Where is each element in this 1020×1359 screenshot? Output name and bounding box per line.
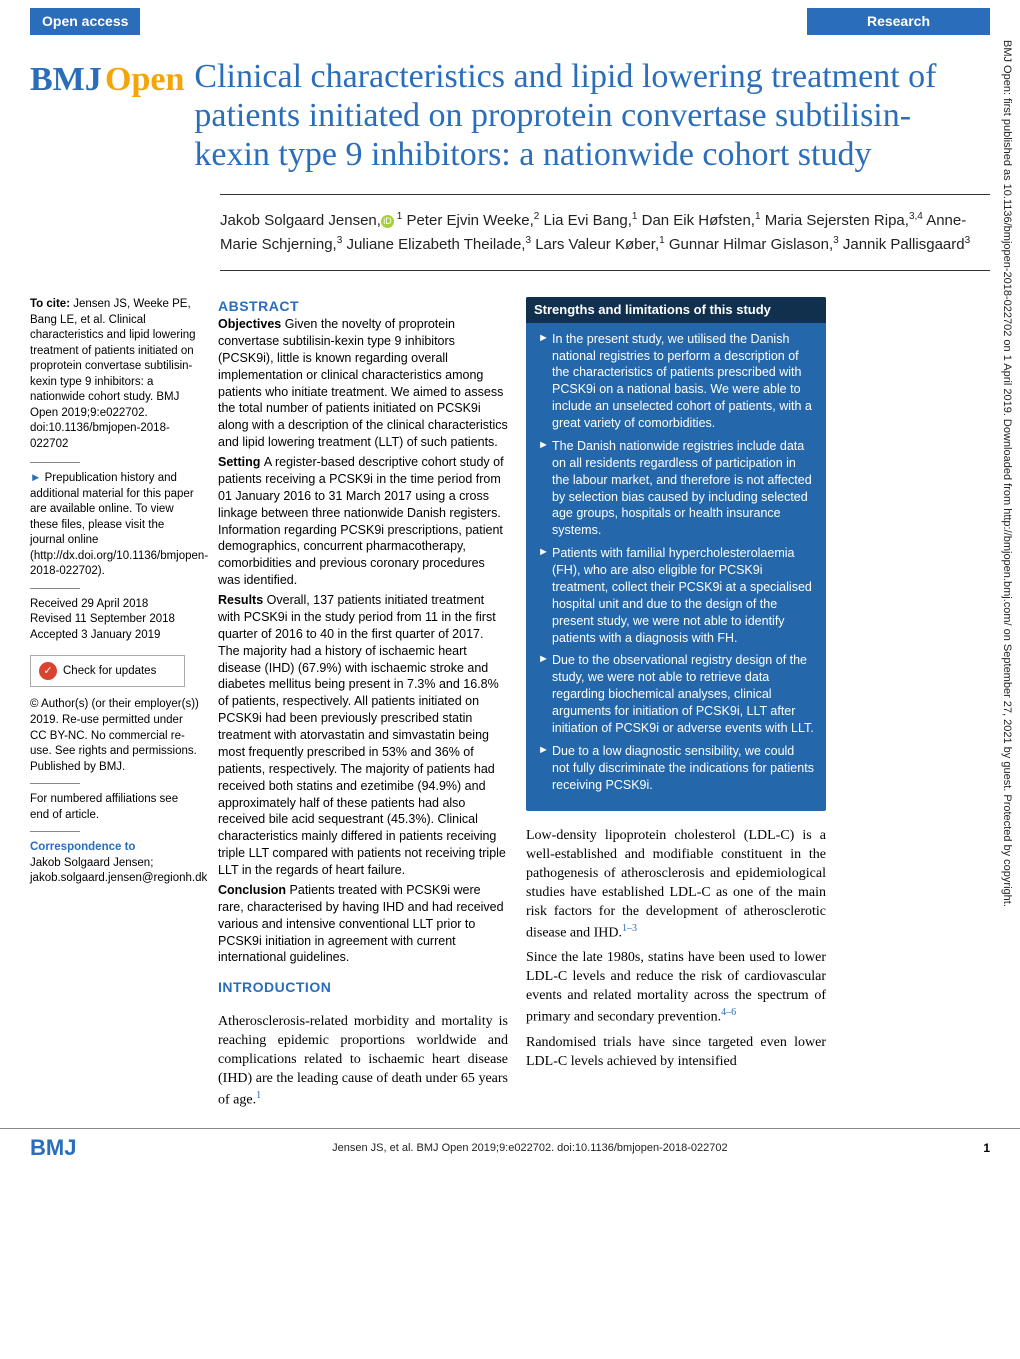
open-access-badge: Open access [30,8,140,35]
intro-p1: Atherosclerosis-related morbidity and mo… [218,1014,508,1107]
article-title: Clinical characteristics and lipid lower… [194,57,990,174]
ref-1-3[interactable]: 1–3 [622,923,637,934]
intro-p3: Since the late 1980s, statins have been … [526,950,826,1024]
correspondence-heading: Correspondence to [30,840,200,856]
journal-logo: BMJ Open [30,57,184,103]
results-label: Results [218,593,263,607]
correspondence-name: Jakob Solgaard Jensen; [30,856,200,872]
intro-p2: Low-density lipoprotein cholesterol (LDL… [526,828,826,940]
ref-1[interactable]: 1 [256,1090,261,1101]
sl-item: The Danish nationwide registries include… [538,438,814,539]
ref-4-6[interactable]: 4–6 [721,1007,736,1018]
results-text: Overall, 137 patients initiated treatmen… [218,593,506,877]
copyright-text: © Author(s) (or their employer(s)) 2019.… [30,697,200,775]
crossmark-icon: ✓ [39,662,57,680]
strengths-limitations-box: Strengths and limitations of this study … [526,297,826,811]
check-updates-button[interactable]: ✓ Check for updates [30,655,185,687]
correspondence-email[interactable]: jakob.solgaard.jensen@regionh.dk [30,871,200,887]
affiliations-note: For numbered affiliations see end of art… [30,792,200,823]
page-number: 1 [983,1140,990,1156]
sl-item: Due to the observational registry design… [538,652,814,736]
conclusion-label: Conclusion [218,883,286,897]
prepub-note: ► Prepublication history and additional … [30,471,200,580]
setting-label: Setting [218,455,260,469]
check-updates-label: Check for updates [63,664,156,680]
setting-text: A register-based descriptive cohort stud… [218,455,504,587]
arrow-icon: ► [30,472,41,484]
prepub-text: Prepublication history and additional ma… [30,472,208,577]
citation-block: To cite: Jensen JS, Weeke PE, Bang LE, e… [30,297,200,452]
sl-item: In the present study, we utilised the Da… [538,331,814,432]
orcid-icon[interactable]: iD [381,215,394,228]
side-download-text: BMJ Open: first published as 10.1136/bmj… [996,40,1014,1320]
accepted-date: Accepted 3 January 2019 [30,628,200,644]
cite-label: To cite: [30,298,70,310]
research-badge: Research [807,8,990,35]
author-list: Jakob Solgaard Jensen,iD 1 Peter Ejvin W… [220,209,990,256]
logo-open: Open [105,61,184,98]
revised-date: Revised 11 September 2018 [30,612,200,628]
logo-bmj: BMJ [30,61,102,98]
cite-text: Jensen JS, Weeke PE, Bang LE, et al. Cli… [30,298,196,450]
objectives-text: Given the novelty of proprotein converta… [218,317,508,449]
received-date: Received 29 April 2018 [30,597,200,613]
objectives-label: Objectives [218,317,281,331]
intro-p4: Randomised trials have since targeted ev… [526,1034,826,1072]
sl-item: Patients with familial hypercholesterola… [538,545,814,646]
footer-logo: BMJ [30,1133,76,1163]
sl-item: Due to a low diagnostic sensibility, we … [538,743,814,794]
abstract-heading: ABSTRACT [218,297,508,316]
footer-citation: Jensen JS, et al. BMJ Open 2019;9:e02270… [332,1141,727,1156]
sl-title: Strengths and limitations of this study [526,297,826,323]
introduction-heading: INTRODUCTION [218,978,508,997]
